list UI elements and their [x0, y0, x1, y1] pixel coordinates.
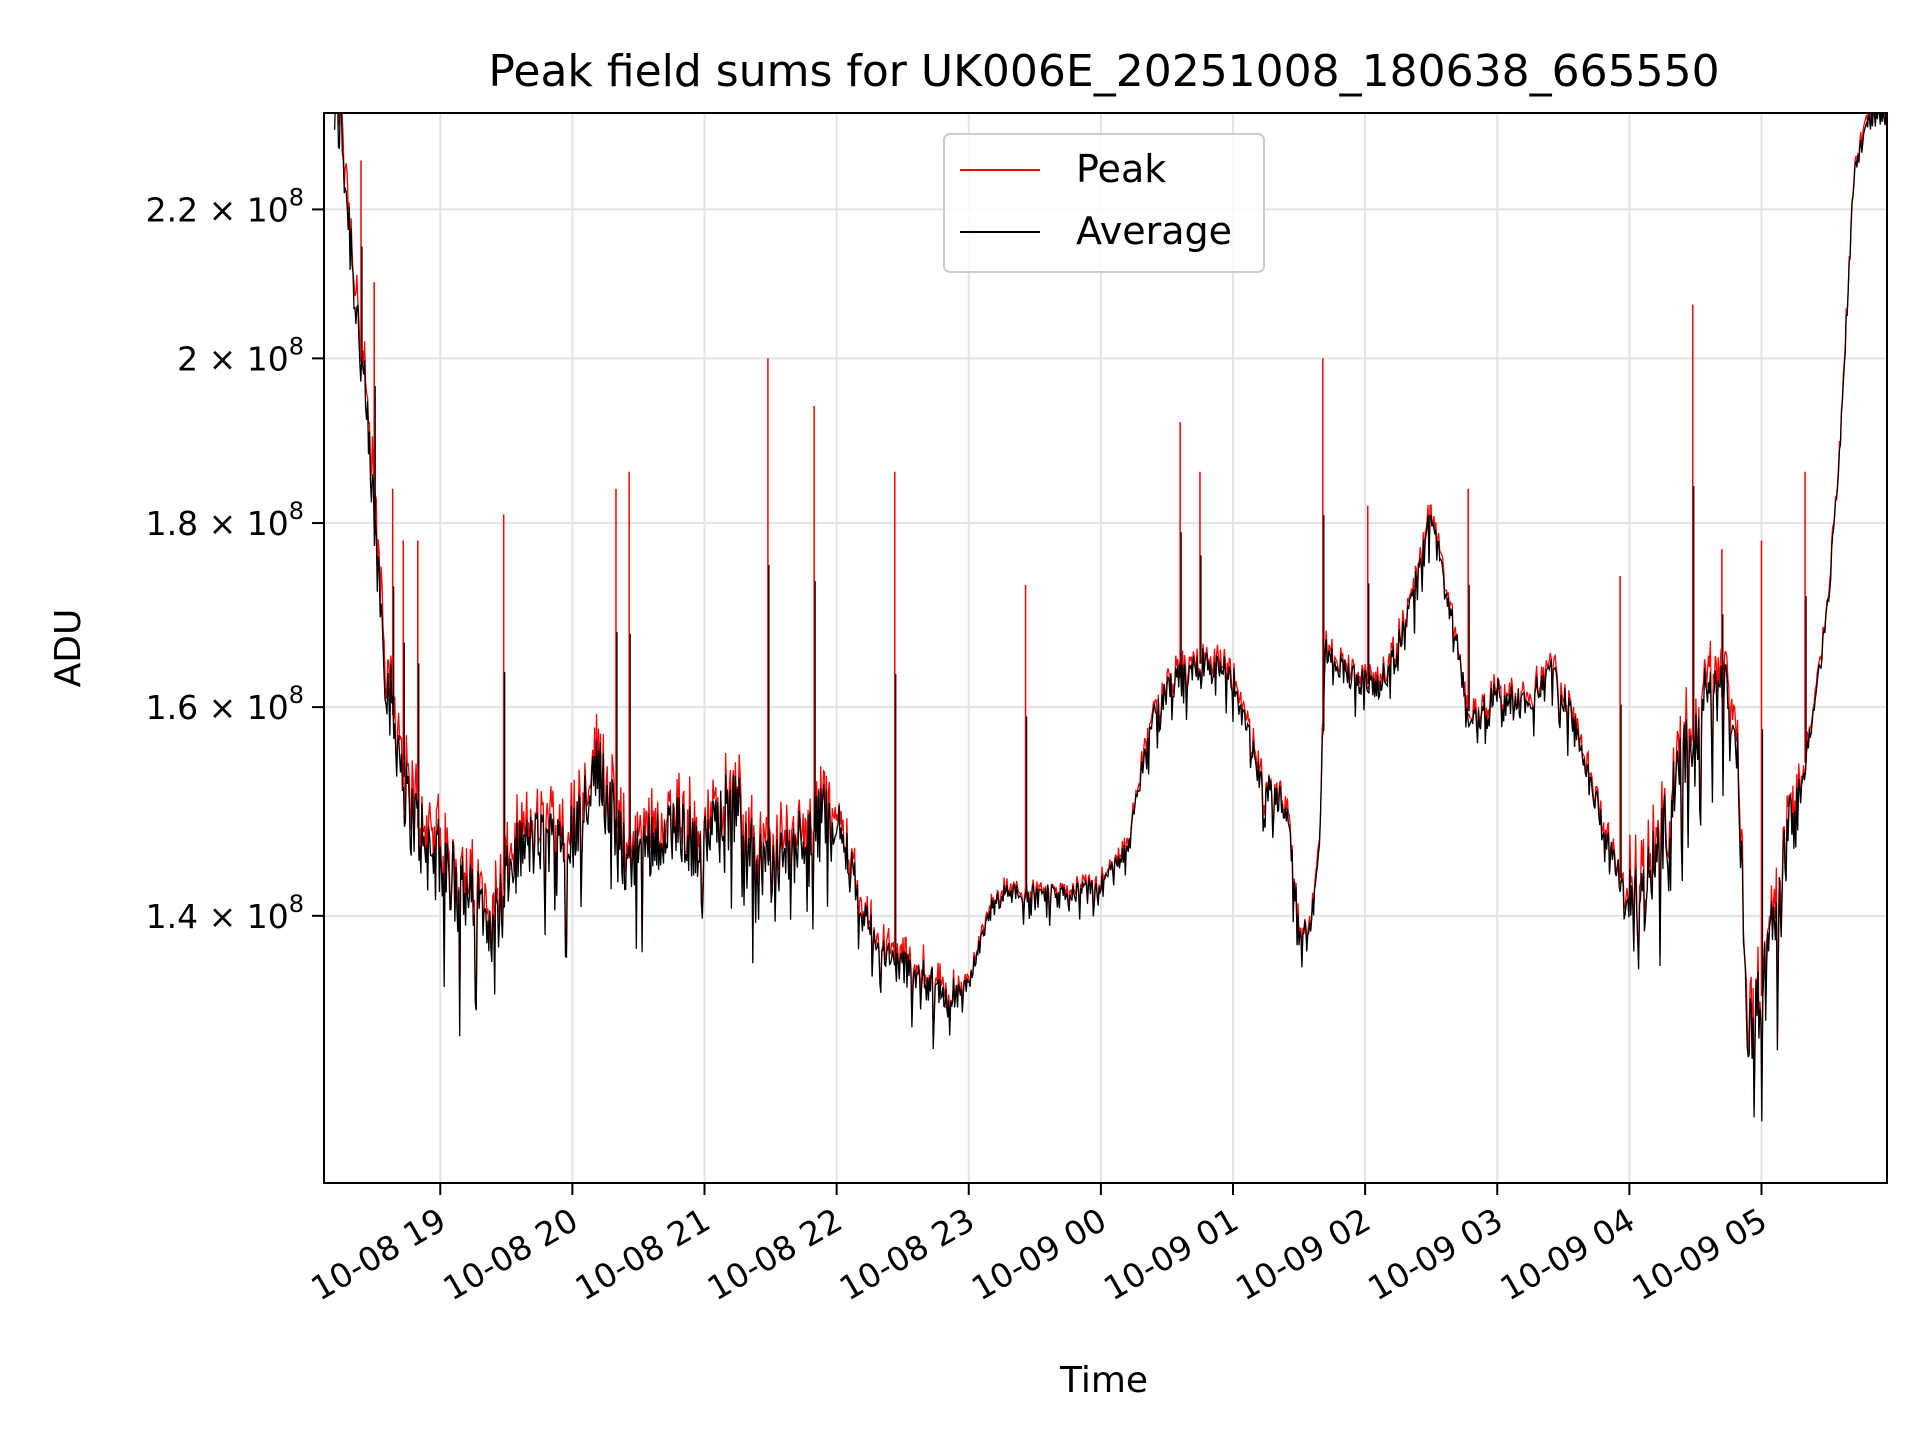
chart-title: Peak field sums for UK006E_20251008_1806…: [488, 46, 1719, 97]
y-tick-label: 1.6 × 108: [146, 681, 304, 727]
legend-box: [943, 133, 1265, 273]
y-tick-label: 2.2 × 108: [146, 183, 304, 229]
legend-label-peak: Peak: [1076, 147, 1166, 191]
y-axis-title: ADU: [48, 609, 89, 688]
average-line: [333, 113, 1887, 1122]
y-tick-label: 2 × 108: [177, 332, 304, 378]
y-tick-label: 1.8 × 108: [146, 497, 304, 543]
y-axis: 1.4 × 108 1.6 × 108 1.8 × 108 2 × 108 2.2 × …: [146, 183, 324, 936]
y-tick-label: 1.4 × 108: [146, 890, 304, 936]
plot-frame: [323, 112, 1888, 1184]
series-average: [333, 113, 1887, 1122]
x-axis-title: Time: [1059, 1360, 1148, 1401]
series-peak: [337, 113, 1887, 1108]
legend-label-average: Average: [1076, 209, 1232, 253]
legend: Peak Average: [943, 133, 1265, 273]
